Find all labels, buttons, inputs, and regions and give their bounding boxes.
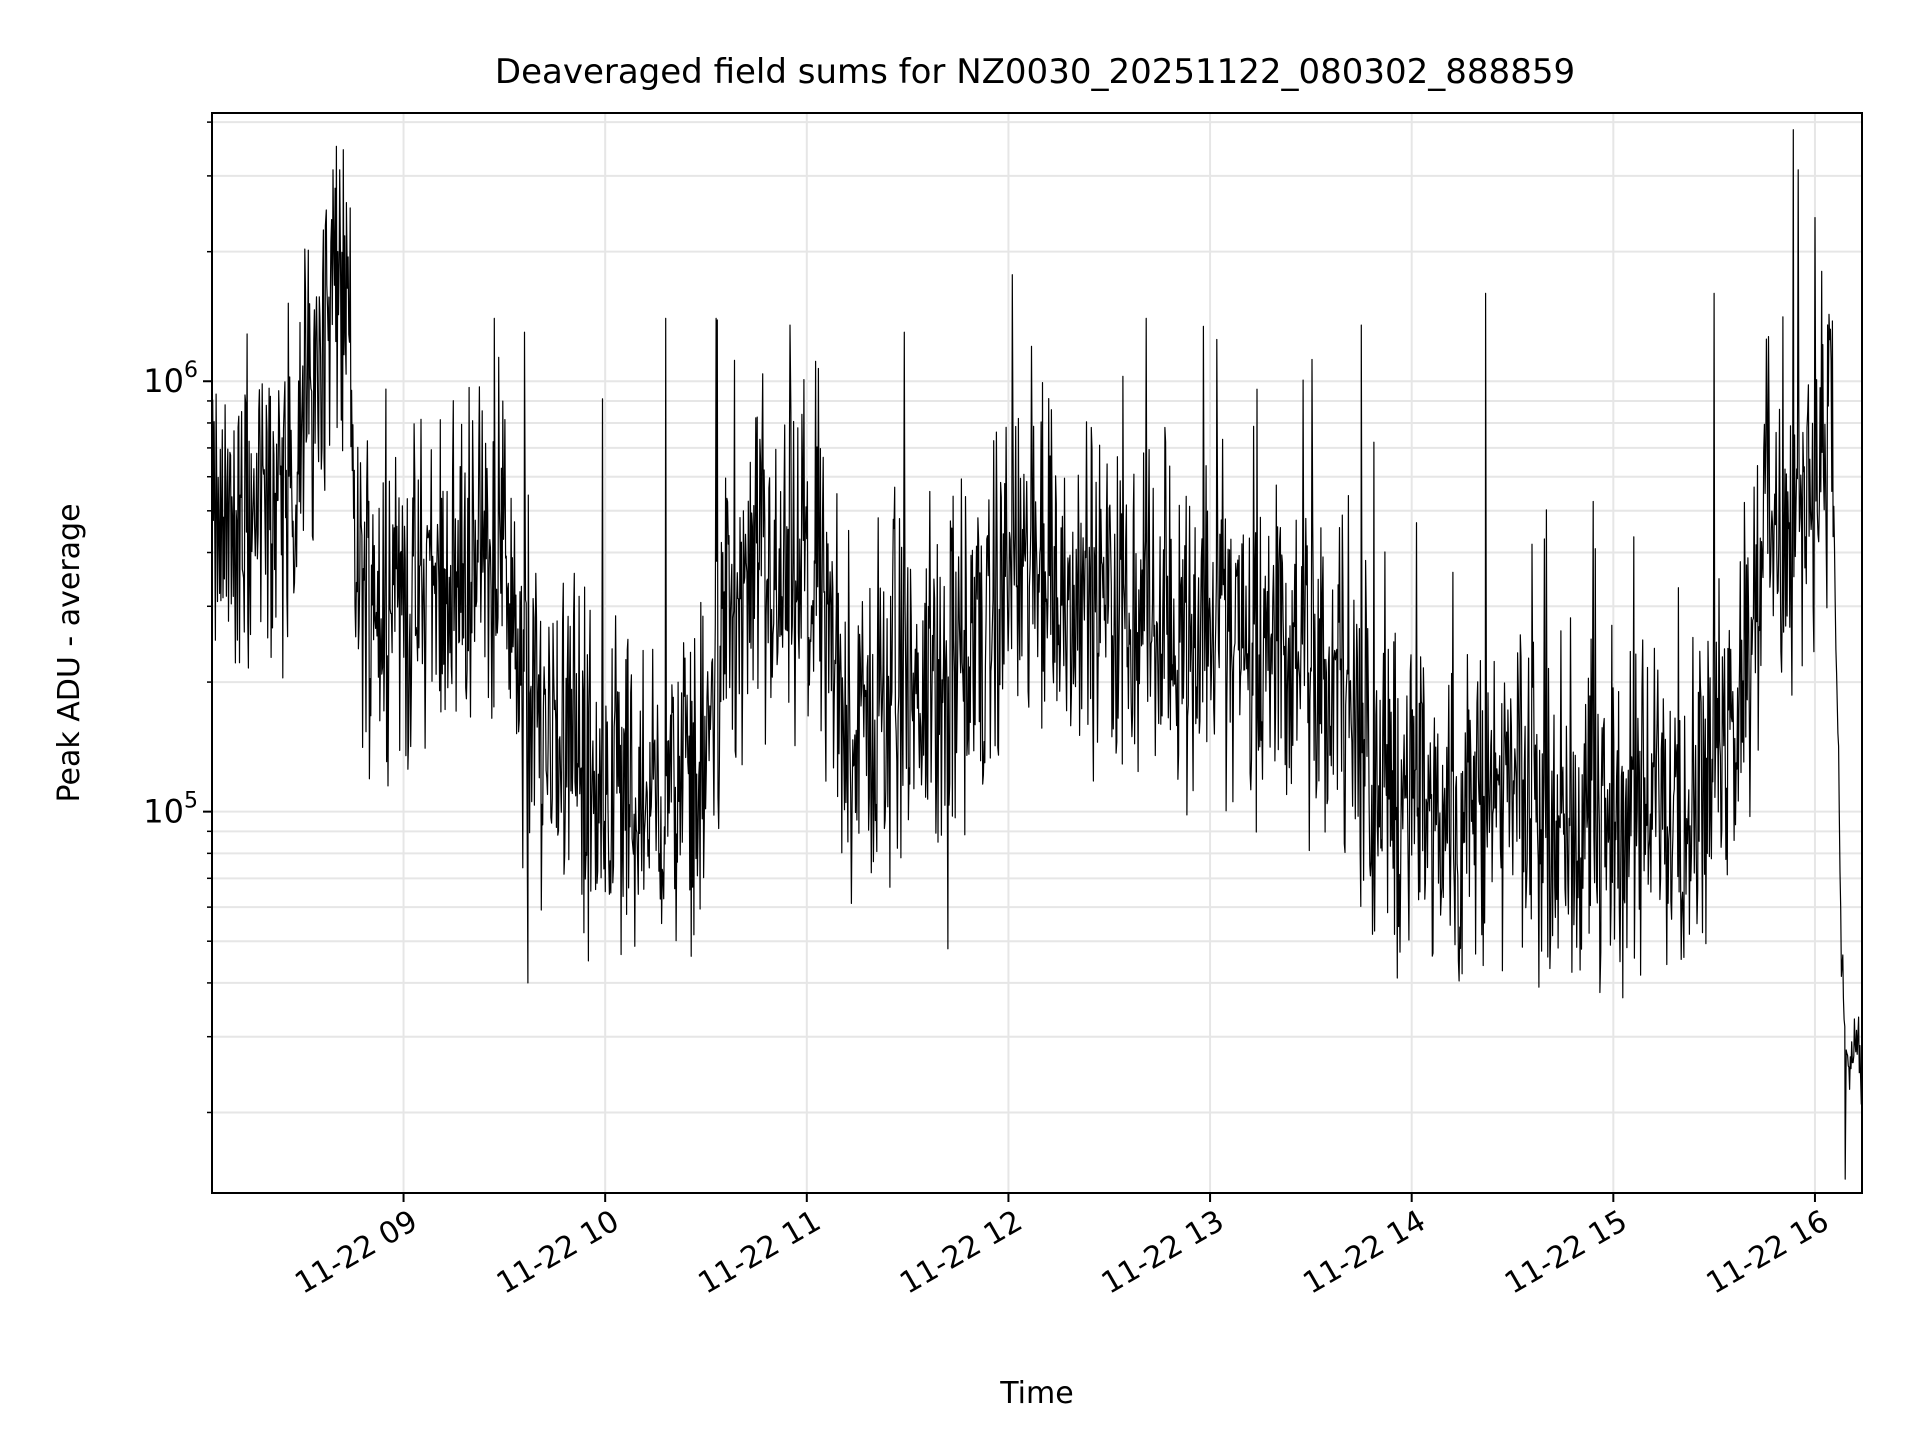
y-axis-label: Peak ADU - average [52,503,87,802]
plot-frame [211,112,1863,1194]
y-tick-label: 105 [143,789,198,831]
chart-title: Deaveraged field sums for NZ0030_2025112… [495,52,1575,92]
y-axis: 105 106 [143,121,212,1114]
series-line [211,129,1863,1180]
grid [212,113,1862,1193]
data-series [211,129,1863,1180]
y-tick-label: 106 [143,358,198,400]
x-axis-label: Time [999,1376,1073,1411]
